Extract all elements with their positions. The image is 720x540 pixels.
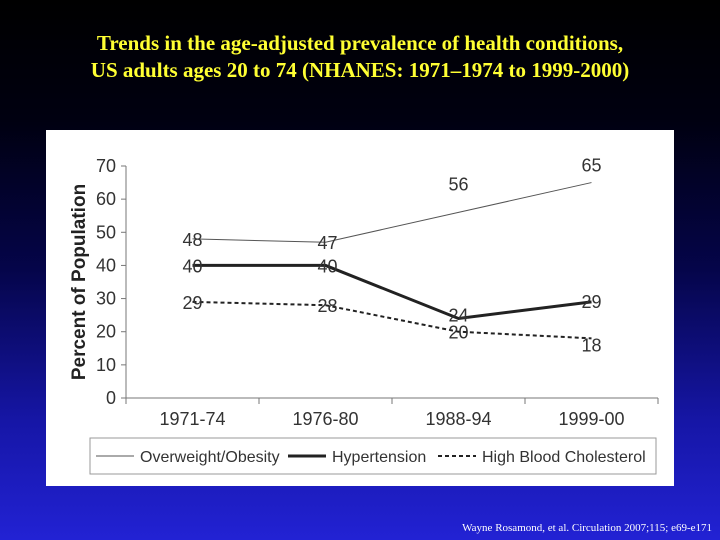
y-tick-label: 10 [96,355,116,375]
y-tick-label: 0 [106,388,116,408]
y-tick-label: 30 [96,289,116,309]
legend-box [89,437,657,475]
y-tick-label: 20 [96,322,116,342]
data-label-hypertension: 29 [581,292,601,312]
source-citation: Wayne Rosamond, et al. Circulation 2007;… [462,522,712,534]
legend-label-hypertension: Hypertension [332,449,426,466]
legend-label-high-blood-cholesterol: High Blood Cholesterol [482,449,646,466]
x-tick-label: 1971-74 [159,409,225,429]
data-label-overweight-obesity: 48 [182,230,202,250]
y-axis-label: Percent of Population [69,184,90,380]
x-tick-label: 1976-80 [292,409,358,429]
y-tick-label: 40 [96,255,116,275]
y-tick-label: 50 [96,222,116,242]
data-label-hypertension: 40 [182,256,202,276]
data-label-hypertension: 24 [448,305,468,325]
series-line-overweight-obesity [192,182,592,243]
data-label-high-blood-cholesterol: 20 [448,323,468,343]
data-label-overweight-obesity: 65 [581,156,601,176]
y-tick-label: 70 [96,156,116,176]
series-line-high-blood-cholesterol [192,300,592,340]
data-label-overweight-obesity: 56 [448,174,468,194]
data-label-hypertension: 40 [317,256,337,276]
data-label-high-blood-cholesterol: 28 [317,296,337,316]
slide-title: Trends in the age-adjusted prevalence of… [0,30,720,84]
chart-panel: 0 10 20 30 40 50 60 70 1971-74 1976-80 1988-94 1999… [46,130,674,486]
x-tick-label: 1999-00 [558,409,624,429]
x-tick-label: 1988-94 [425,409,491,429]
data-label-high-blood-cholesterol: 29 [182,293,202,313]
data-label-overweight-obesity: 47 [317,233,337,253]
series-line-hypertension [192,263,592,320]
title-line-1: Trends in the age-adjusted prevalence of… [96,31,624,55]
line-chart: 0 10 20 30 40 50 60 70 1971-74 1976-80 1988-94 1999… [69,156,659,475]
title-line-2: US adults ages 20 to 74 (NHANES: 1971–19… [90,58,630,82]
data-label-high-blood-cholesterol: 18 [581,335,601,355]
y-tick-label: 60 [96,189,116,209]
legend-label-overweight-obesity: Overweight/Obesity [140,449,280,466]
